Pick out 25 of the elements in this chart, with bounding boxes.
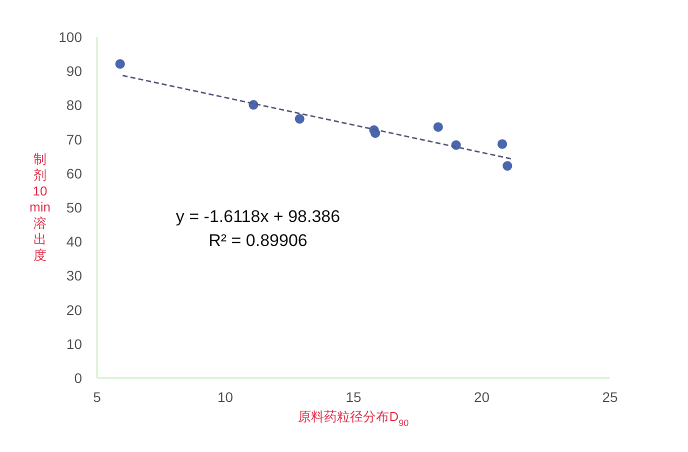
point [115, 59, 125, 69]
y-tick-label: 80 [66, 97, 82, 114]
y-tick-label: 50 [66, 200, 82, 216]
y-tick-label: 20 [66, 302, 82, 318]
x-tick-label: 25 [602, 389, 618, 405]
x-axis-title: 原料药粒径分布D$_{90}$ [298, 409, 409, 428]
y-tick-label: 60 [66, 165, 82, 182]
x-tick-label: 20 [474, 389, 490, 405]
point [294, 114, 304, 124]
x-tick-label: 5 [93, 389, 102, 405]
y-tick-label: 10 [66, 336, 82, 352]
point [433, 122, 443, 132]
y-tick-label: 40 [66, 234, 82, 250]
y-axis-title: 制剂10min溶出度 [30, 152, 50, 262]
point [502, 161, 512, 171]
x-tick-label: 15 [346, 389, 362, 405]
x-tick-label: 10 [217, 389, 234, 405]
y-tick-label: 100 [58, 29, 82, 45]
y-tick-label: 30 [66, 268, 82, 284]
annotation: y = -1.6118x + 98.386 [176, 207, 340, 226]
point [497, 139, 508, 149]
y-tick-label: 0 [74, 370, 82, 386]
y-tick-label: 90 [66, 63, 82, 80]
annotation: R² = 0.89906 [208, 231, 308, 250]
y-tick-label: 70 [66, 131, 82, 148]
